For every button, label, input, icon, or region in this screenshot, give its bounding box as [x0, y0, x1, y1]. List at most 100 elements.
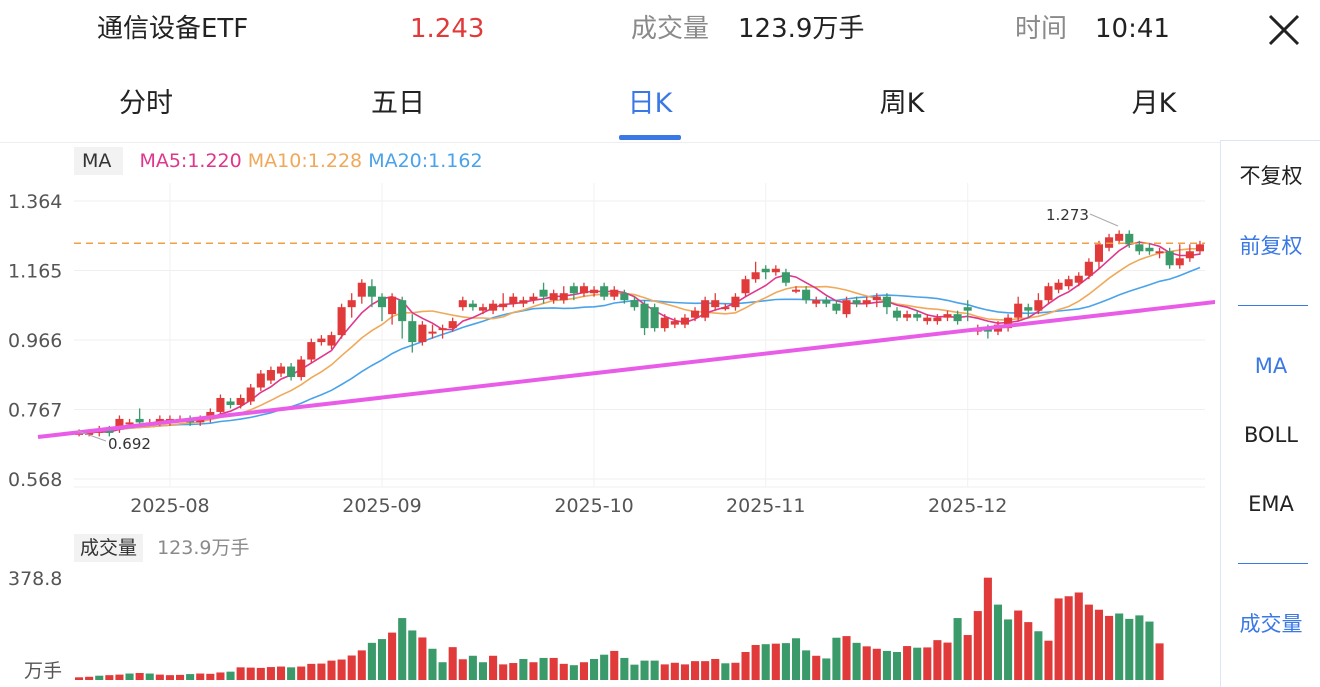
- tab-daily-k[interactable]: 日K: [627, 88, 673, 119]
- candle-body: [246, 387, 255, 402]
- volume-bar: [802, 650, 811, 680]
- ma-indicator-tag[interactable]: MA: [74, 147, 124, 175]
- volume-bar: [175, 674, 185, 680]
- volume-bar: [741, 651, 750, 680]
- x-tick-label: 2025-12: [928, 495, 1007, 517]
- candle-body: [388, 296, 397, 315]
- candle-body: [468, 303, 477, 308]
- time-value: 10:41: [1095, 14, 1170, 44]
- candle-body: [691, 310, 700, 318]
- candle-body: [1054, 282, 1063, 290]
- candle-body: [650, 307, 659, 329]
- volume-bar: [246, 667, 255, 680]
- volume-bar: [266, 667, 275, 680]
- volume-bar: [711, 658, 720, 680]
- volume-bar: [640, 660, 649, 680]
- volume-bar: [1105, 615, 1114, 680]
- volume-bar: [297, 666, 306, 680]
- volume-bar: [1155, 643, 1164, 680]
- candle-body: [105, 429, 114, 433]
- volume-bar: [630, 664, 639, 680]
- volume-max-label: 378.8: [8, 568, 62, 590]
- side-ma[interactable]: MA: [1254, 354, 1288, 378]
- volume-bar: [367, 642, 376, 680]
- volume-bar: [337, 659, 346, 680]
- volume-bar: [1024, 622, 1033, 680]
- candle-body: [276, 366, 286, 374]
- candle-body: [791, 289, 801, 292]
- tab-monthly-k[interactable]: 月K: [1131, 88, 1177, 119]
- candle-body: [1145, 247, 1154, 252]
- volume-bar: [377, 639, 387, 680]
- low-annotation: 0.692: [108, 435, 151, 453]
- volume-bar: [993, 604, 1003, 680]
- candle-body: [812, 300, 821, 304]
- candle-body: [539, 289, 548, 297]
- volume-bar: [721, 663, 730, 680]
- tab-five-day[interactable]: 五日: [371, 88, 425, 119]
- candle-body: [670, 321, 679, 325]
- candle-body: [630, 300, 639, 308]
- volume-bar: [418, 637, 427, 680]
- candle-body: [478, 307, 488, 311]
- candle-body: [1165, 251, 1174, 266]
- candle-body: [953, 314, 962, 322]
- candle-body: [519, 300, 528, 304]
- candle-body: [1094, 244, 1104, 262]
- volume-bar: [903, 646, 912, 680]
- candle-body: [327, 335, 336, 346]
- volume-bar: [933, 640, 942, 680]
- candle-body: [155, 418, 164, 423]
- candle-body: [771, 268, 780, 273]
- candle-body: [680, 317, 689, 325]
- volume-bar: [691, 661, 700, 680]
- candle-body: [822, 300, 831, 304]
- candle-body: [741, 279, 750, 294]
- candle-body: [1064, 279, 1073, 287]
- volume-bar: [1145, 621, 1154, 680]
- volume-bar: [256, 667, 265, 680]
- volume-legend-value: 123.9万手: [157, 537, 250, 559]
- side-ema[interactable]: EMA: [1248, 492, 1294, 516]
- volume-legend: 成交量 123.9万手: [74, 534, 249, 562]
- volume-bar: [761, 644, 770, 680]
- volume-value: 123.9万手: [738, 14, 865, 44]
- side-volume[interactable]: 成交量: [1239, 612, 1303, 636]
- candle-body: [337, 307, 346, 336]
- candle-body: [529, 296, 538, 301]
- volume-indicator-tag[interactable]: 成交量: [74, 534, 144, 562]
- volume-bar: [105, 675, 114, 680]
- candle-body: [226, 401, 235, 405]
- x-tick-label: 2025-08: [130, 495, 209, 517]
- tab-intraday[interactable]: 分时: [119, 88, 173, 119]
- side-boll[interactable]: BOLL: [1244, 423, 1298, 447]
- ma5-line: [79, 241, 1201, 434]
- candle-body: [711, 300, 720, 308]
- volume-bar: [519, 658, 528, 680]
- side-forward-adjust[interactable]: 前复权: [1239, 234, 1303, 258]
- x-tick-label: 2025-11: [726, 495, 805, 517]
- y-tick-label: 1.165: [8, 261, 62, 283]
- candle-body: [266, 370, 275, 381]
- volume-label: 成交量: [631, 14, 710, 44]
- candle-body: [448, 321, 457, 329]
- volume-bar: [317, 663, 326, 680]
- ma20-value: MA20:1.162: [368, 150, 483, 172]
- side-no-adjust[interactable]: 不复权: [1239, 164, 1303, 188]
- volume-bar: [388, 632, 397, 680]
- y-tick-label: 0.568: [8, 469, 62, 491]
- kline-chart[interactable]: 1.364 1.165 0.966 0.767 0.568 2025-08 2025-09 2…: [0, 178, 1215, 684]
- volume-bar: [287, 667, 296, 680]
- volume-bar: [1115, 613, 1124, 680]
- volume-bar: [236, 667, 245, 680]
- candle-body: [731, 296, 740, 308]
- volume-bar: [145, 673, 154, 680]
- active-tab-underline: [619, 135, 681, 140]
- volume-bar: [489, 655, 498, 680]
- tab-weekly-k[interactable]: 周K: [879, 88, 925, 119]
- candle-body: [882, 296, 891, 308]
- close-icon[interactable]: [1264, 10, 1304, 50]
- candle-body: [640, 303, 649, 329]
- x-tick-label: 2025-10: [554, 495, 633, 517]
- volume-bar: [832, 637, 841, 680]
